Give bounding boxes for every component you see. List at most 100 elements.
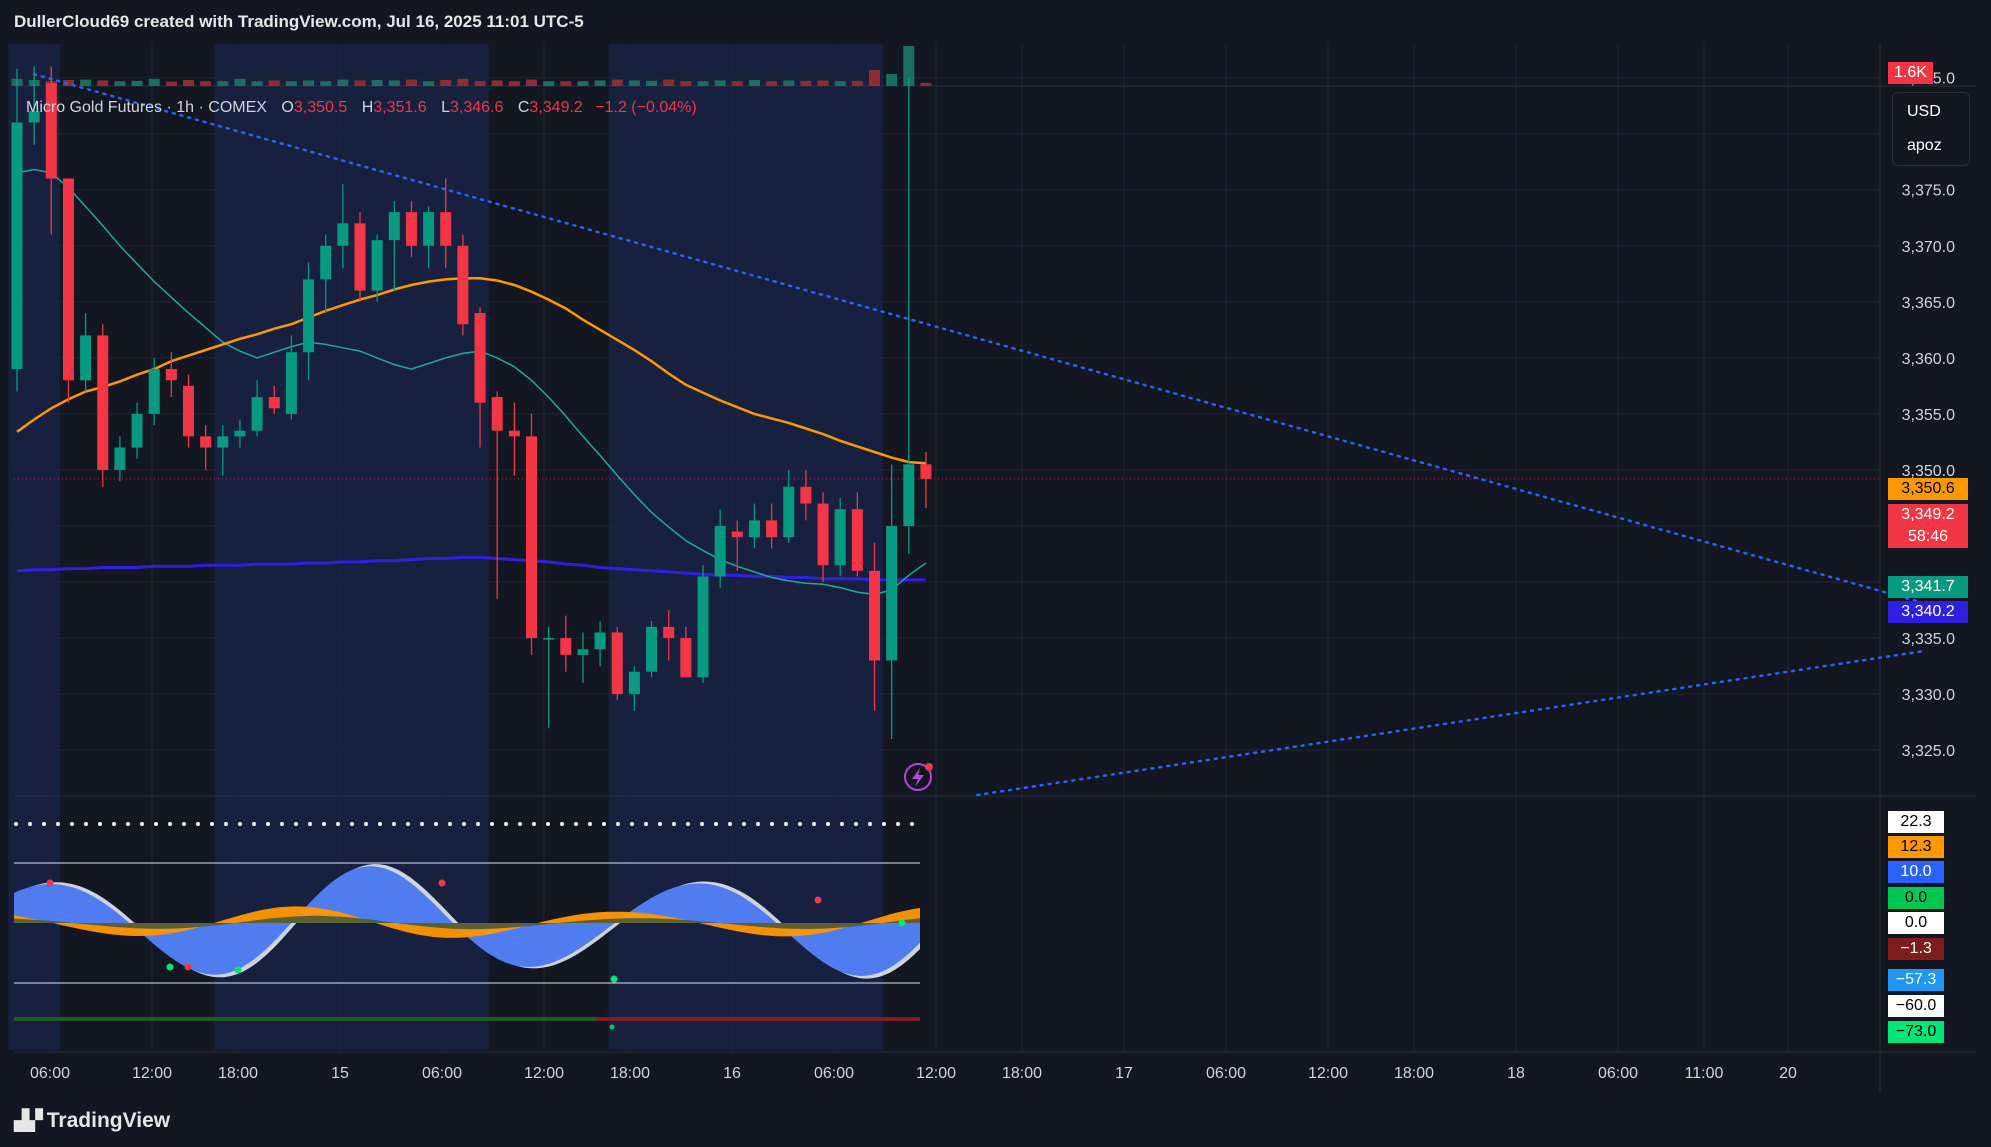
high-label: H xyxy=(361,99,374,116)
x-tick-label: 12:00 xyxy=(524,1065,564,1082)
osc-badge-1: 22.3 xyxy=(1888,811,1944,833)
dot-row-marker xyxy=(840,822,844,826)
candle xyxy=(388,200,400,291)
candle xyxy=(851,492,863,577)
candle-body xyxy=(97,335,109,470)
y-tick-label: 3,350.0 xyxy=(1902,463,1955,480)
candle-body xyxy=(920,464,932,479)
dot-row-marker xyxy=(364,822,368,826)
osc-signal-dot xyxy=(184,963,192,971)
open-value: 3,350.5 xyxy=(293,99,348,116)
candle xyxy=(200,425,212,470)
x-tick-label: 15 xyxy=(331,1065,349,1082)
volume-badge: 1.6K xyxy=(1888,62,1933,84)
dot-row-marker xyxy=(224,822,228,826)
candle xyxy=(663,610,675,661)
volume-bar xyxy=(611,79,623,86)
osc-olive-area xyxy=(14,915,920,930)
volume-bar xyxy=(114,81,126,86)
trendline-1[interactable] xyxy=(976,650,1922,797)
candle xyxy=(886,464,898,739)
volume-bar xyxy=(320,81,332,86)
candle xyxy=(628,666,640,711)
osc-badge-3: 10.0 xyxy=(1888,861,1944,883)
dot-row-marker xyxy=(70,822,74,826)
candle xyxy=(766,503,778,549)
candle xyxy=(577,632,589,683)
volume-bar xyxy=(80,79,92,86)
candle xyxy=(354,212,366,302)
y-tick-label: 3,335.0 xyxy=(1902,631,1955,648)
candle-body xyxy=(508,430,520,437)
x-tick-label: 06:00 xyxy=(422,1065,462,1082)
candle xyxy=(165,352,177,398)
currency-menu[interactable]: USD apoz xyxy=(1892,92,1970,166)
candle xyxy=(491,391,503,599)
x-tick-label: 12:00 xyxy=(132,1065,172,1082)
candle-body xyxy=(440,212,452,246)
dot-row-marker xyxy=(616,822,620,826)
symbol-name[interactable]: Micro Gold Futures · 1h · COMEX xyxy=(26,99,267,116)
candle-body xyxy=(851,509,863,571)
osc-signal-dot xyxy=(46,879,54,887)
volume-bar xyxy=(731,81,743,86)
candle-body xyxy=(217,436,229,448)
unit-label[interactable]: apoz xyxy=(1907,137,1942,154)
dot-row-marker xyxy=(798,822,802,826)
dot-row-marker xyxy=(238,822,242,826)
volume-bar xyxy=(628,80,640,86)
candle xyxy=(748,503,760,549)
candle xyxy=(234,419,246,448)
candle xyxy=(783,469,795,543)
candle xyxy=(697,565,709,683)
low-value: 3,346.6 xyxy=(450,99,504,116)
volume-bar xyxy=(543,81,555,86)
dot-row-marker xyxy=(728,822,732,826)
symbol-legend[interactable]: Micro Gold Futures · 1h · COMEX O3,350.5… xyxy=(26,99,697,117)
dot-row-marker xyxy=(756,822,760,826)
dot-row-marker xyxy=(154,822,158,826)
volume-bar xyxy=(440,80,452,86)
alert-icon[interactable] xyxy=(904,763,933,791)
candle-body xyxy=(560,638,572,655)
currency-label[interactable]: USD xyxy=(1907,103,1941,120)
change-value: −1.2 (−0.04%) xyxy=(595,99,697,116)
candle-body xyxy=(491,397,503,431)
volume-bar xyxy=(285,81,297,86)
trendline-0[interactable] xyxy=(32,73,1922,604)
x-tick-label: 11:00 xyxy=(1685,1065,1724,1082)
candle xyxy=(303,262,315,381)
volume-bar xyxy=(594,80,606,86)
dot-row-marker xyxy=(518,822,522,826)
volume-bar xyxy=(526,79,537,86)
candle xyxy=(680,626,692,678)
countdown-badge: 58:46 xyxy=(1888,526,1968,548)
dot-row-marker xyxy=(84,822,88,826)
candle-body xyxy=(474,313,486,403)
volume-bar xyxy=(851,80,863,86)
tradingview-logo[interactable]: ▟▞ TradingView xyxy=(14,1108,170,1133)
dot-row-marker xyxy=(448,822,452,826)
candle xyxy=(131,402,143,459)
ma-blue-badge: 3,340.2 xyxy=(1888,601,1968,623)
x-tick-label: 16 xyxy=(723,1065,741,1082)
dot-row-marker xyxy=(630,822,634,826)
dot-row-marker xyxy=(490,822,494,826)
dot-row-marker xyxy=(308,822,312,826)
candle xyxy=(594,621,606,667)
candle-body xyxy=(886,525,898,661)
candle-body xyxy=(834,509,846,566)
osc-bottom-dot xyxy=(609,1024,615,1030)
candle-body xyxy=(628,671,640,695)
candle xyxy=(834,497,846,577)
candle-body xyxy=(697,576,709,678)
dot-row-marker xyxy=(168,822,172,826)
volume-bar xyxy=(337,79,349,86)
candle xyxy=(80,313,92,392)
volume-bar xyxy=(354,80,366,86)
x-tick-label: 17 xyxy=(1115,1065,1133,1082)
dot-row-marker xyxy=(812,822,816,826)
candle-body xyxy=(663,626,675,639)
dot-row-marker xyxy=(826,822,830,826)
